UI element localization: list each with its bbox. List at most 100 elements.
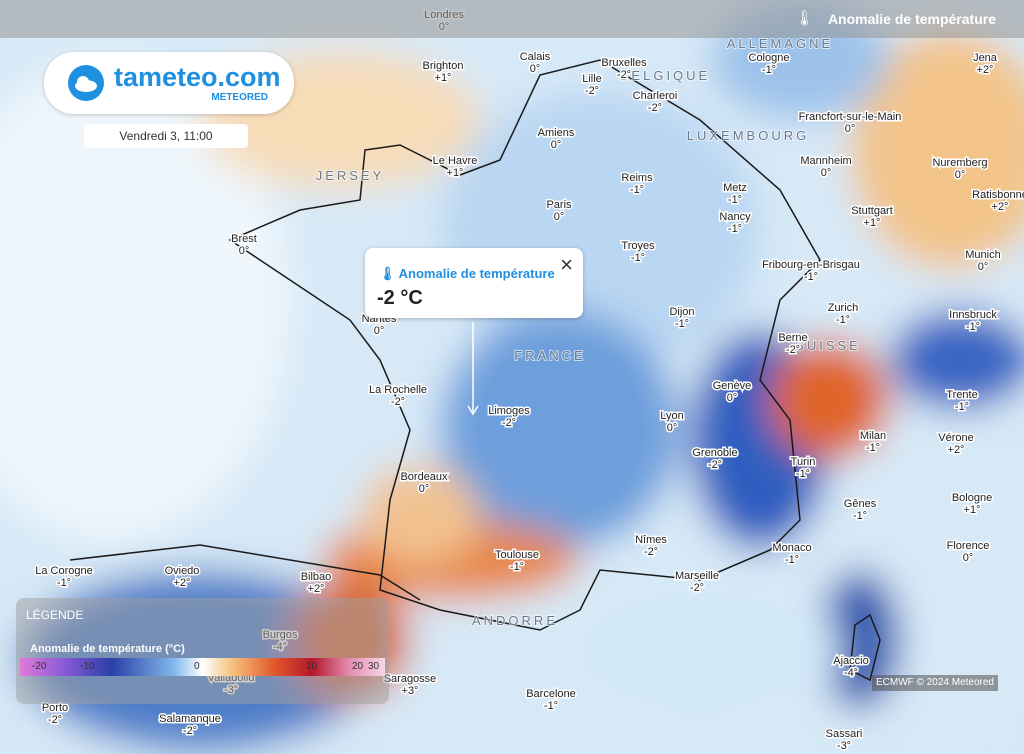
city-name: Vérone: [938, 432, 973, 444]
city-value: -2°: [644, 546, 658, 558]
city-value: 0°: [554, 211, 565, 223]
logo[interactable]: tameteo.com METEORED: [44, 52, 294, 114]
legend-tick: 30: [368, 661, 380, 672]
country-label: JERSEY: [316, 168, 385, 183]
city-value: -2°: [617, 69, 631, 81]
popup-value: -2 °C: [377, 287, 423, 309]
city-name: Bordeaux: [400, 471, 448, 483]
city-value: -2°: [183, 725, 197, 737]
city-name: Grenoble: [692, 447, 737, 459]
city-name: Calais: [520, 51, 551, 63]
corsica: [849, 613, 881, 682]
city-name: Nîmes: [635, 534, 667, 546]
city-name: Francfort-sur-le-Main: [799, 111, 902, 123]
city-value: -1°: [853, 510, 867, 522]
close-button[interactable]: ×: [560, 252, 573, 277]
city-value: 0°: [978, 261, 989, 273]
city-value: -2°: [585, 85, 599, 97]
city-name: Zurich: [828, 302, 859, 314]
city-value: -1°: [785, 554, 799, 566]
city-value: -1°: [57, 577, 71, 589]
city-name: Bilbao: [301, 571, 332, 583]
legend-title: LÉGENDE: [26, 608, 84, 622]
city-value: +1°: [964, 504, 981, 516]
city-name: Mannheim: [800, 155, 851, 167]
coastline: [228, 59, 821, 631]
city-name: Reims: [621, 172, 653, 184]
logo-icon: [68, 65, 104, 101]
country-label: FRANCE: [514, 348, 585, 363]
city-value: -1°: [966, 321, 980, 333]
city-value: -3°: [837, 740, 851, 752]
city-name: Limoges: [488, 405, 530, 417]
city-name: Amiens: [538, 127, 575, 139]
city-value: -2°: [391, 396, 405, 408]
city-value: +1°: [435, 72, 452, 84]
city-value: -1°: [631, 252, 645, 264]
city-name: Innsbruck: [949, 309, 997, 321]
country-label: ANDORRE: [472, 613, 558, 628]
city-name: Le Havre: [433, 155, 478, 167]
city-value: +1°: [447, 167, 464, 179]
city-value: -2°: [690, 582, 704, 594]
city-name: Genève: [713, 380, 752, 392]
city-name: Brighton: [423, 60, 464, 72]
city-value: 0°: [419, 483, 430, 495]
thermometer-icon: 🌡: [379, 266, 396, 281]
city-name: Metz: [723, 182, 747, 194]
city-value: -1°: [866, 442, 880, 454]
city-value: -2°: [648, 102, 662, 114]
city-value: -1°: [510, 561, 524, 573]
city-value: +2°: [977, 64, 994, 76]
city-value: -1°: [728, 223, 742, 235]
city-value: 0°: [845, 123, 856, 135]
city-value: -1°: [544, 700, 558, 712]
city-value: +1°: [864, 217, 881, 229]
city-value: -2°: [48, 714, 62, 726]
city-name: Bruxelles: [601, 57, 647, 69]
city-name: Marseille: [675, 570, 719, 582]
city-value: +2°: [948, 444, 965, 456]
city-name: Nuremberg: [932, 157, 987, 169]
country-label: BELGIQUE: [620, 68, 710, 83]
legend-tick: 20: [352, 661, 364, 672]
legend-tick: 0: [194, 661, 200, 672]
city-value: -1°: [796, 468, 810, 480]
city-name: Munich: [965, 249, 1000, 261]
thermometer-icon: 🌡: [794, 10, 814, 27]
city-name: Porto: [42, 702, 68, 714]
city-name: Berne: [778, 332, 807, 344]
city-name: Saragosse: [384, 673, 437, 685]
city-name: Florence: [947, 540, 990, 552]
legend-tick: -20: [32, 661, 47, 672]
country-label: SUISSE: [795, 338, 861, 353]
city-value: 0°: [530, 63, 541, 75]
country-label: LUXEMBOURG: [687, 128, 809, 143]
city-name: Brest: [231, 233, 257, 245]
city-name: Barcelone: [526, 688, 576, 700]
city-value: -1°: [675, 318, 689, 330]
city-value: +2°: [992, 201, 1009, 213]
city-value: -1°: [762, 64, 776, 76]
city-value: +2°: [174, 577, 191, 589]
legend: LÉGENDE Anomalie de température (°C) -20…: [16, 598, 389, 704]
city-name: Salamanque: [159, 713, 221, 725]
logo-brand: METEORED: [211, 92, 268, 103]
city-value: -1°: [955, 401, 969, 413]
city-name: Nancy: [719, 211, 751, 223]
city-name: Troyes: [621, 240, 655, 252]
city-value: 0°: [955, 169, 966, 181]
city-name: Jena: [973, 52, 998, 64]
legend-tick: -10: [80, 661, 95, 672]
city-name: Lyon: [660, 410, 683, 422]
city-value: +2°: [308, 583, 325, 595]
city-value: 0°: [374, 325, 385, 337]
date: Vendredi 3, 11:00: [84, 124, 248, 148]
country-label: ALLEMAGNE: [727, 36, 833, 51]
city-value: -4°: [844, 667, 858, 679]
city-name: Charleroi: [633, 90, 678, 102]
city-value: -2°: [786, 344, 800, 356]
city-name: Dijon: [669, 306, 694, 318]
city-name: Gênes: [844, 498, 877, 510]
